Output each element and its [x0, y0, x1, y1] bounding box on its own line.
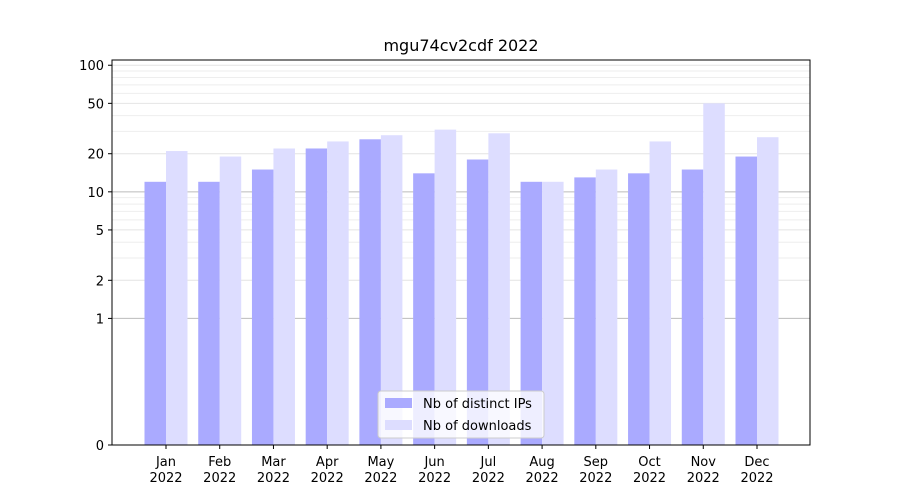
bar-downloads	[703, 103, 725, 445]
bar-distinct-ips	[251, 169, 274, 445]
legend-box	[377, 390, 545, 439]
bar-downloads	[380, 135, 403, 445]
y-tick-label: 50	[87, 97, 104, 112]
bar-downloads	[166, 151, 188, 445]
y-tick-label: 20	[87, 148, 104, 163]
bar-downloads	[327, 141, 349, 445]
bar-downloads	[595, 169, 618, 445]
y-tick-label: 10	[87, 186, 104, 201]
x-axis: Jan2022Feb2022Mar2022Apr2022May2022Jun20…	[149, 445, 774, 486]
bar-distinct-ips	[681, 169, 704, 445]
y-tick-label: 1	[96, 312, 104, 327]
y-axis: 0 1 2 5 10 20 50 100	[79, 59, 112, 454]
x-tick-label-year: 2022	[579, 471, 612, 486]
bar-distinct-ips	[198, 181, 220, 445]
x-tick-label-year: 2022	[633, 471, 666, 486]
x-tick-label-month: Nov	[691, 455, 717, 470]
x-tick-label-month: Jul	[480, 455, 497, 470]
x-tick-label-month: Jun	[423, 455, 444, 470]
x-tick-label-month: Mar	[261, 455, 286, 470]
bar-downloads	[757, 137, 779, 446]
bar-distinct-ips	[305, 148, 328, 445]
legend-swatch-distinct-ips	[385, 398, 412, 408]
x-tick-label-month: Aug	[529, 455, 554, 470]
bar-downloads	[219, 156, 242, 446]
bar-downloads	[273, 148, 295, 445]
x-tick-label-year: 2022	[257, 471, 290, 486]
bar-downloads	[488, 133, 510, 445]
legend-label-downloads: Nb of downloads	[423, 419, 532, 434]
x-tick-label-month: Dec	[744, 455, 769, 470]
x-tick-label-month: Oct	[638, 455, 660, 470]
x-tick-label-year: 2022	[418, 471, 451, 486]
x-tick-label-year: 2022	[311, 471, 344, 486]
legend-label-distinct-ips: Nb of distinct IPs	[423, 397, 532, 412]
y-tick-label: 5	[96, 224, 104, 239]
bar-downloads	[434, 129, 457, 445]
bars	[144, 103, 779, 446]
x-tick-label-year: 2022	[526, 471, 559, 486]
x-tick-label-year: 2022	[364, 471, 397, 486]
y-tick-label: 100	[79, 59, 104, 74]
bar-distinct-ips	[628, 173, 650, 445]
x-tick-label-year: 2022	[149, 471, 182, 486]
bar-distinct-ips	[574, 177, 596, 446]
y-tick-label: 0	[96, 439, 104, 454]
x-tick-label-month: Feb	[208, 455, 231, 470]
bar-distinct-ips	[413, 173, 435, 445]
chart-title: mgu74cv2cdf 2022	[383, 36, 538, 55]
x-tick-label-year: 2022	[203, 471, 236, 486]
x-tick-label-year: 2022	[740, 471, 773, 486]
bar-distinct-ips	[520, 181, 543, 445]
legend: Nb of distinct IPs Nb of downloads	[377, 390, 545, 439]
bar-distinct-ips	[466, 159, 489, 445]
x-tick-label-month: May	[367, 455, 394, 470]
bar-distinct-ips	[359, 139, 381, 445]
x-tick-label-month: Apr	[316, 455, 339, 470]
plot-frame	[111, 59, 811, 446]
bar-downloads	[649, 141, 672, 445]
y-tick-label: 2	[96, 274, 104, 289]
x-tick-label-month: Sep	[584, 455, 609, 470]
x-tick-label-month: Jan	[155, 455, 176, 470]
x-tick-label-year: 2022	[472, 471, 505, 486]
bar-distinct-ips	[144, 181, 166, 445]
bar-distinct-ips	[735, 156, 757, 446]
x-tick-label-year: 2022	[687, 471, 720, 486]
legend-swatch-downloads	[385, 420, 412, 430]
bar-downloads	[542, 181, 564, 445]
